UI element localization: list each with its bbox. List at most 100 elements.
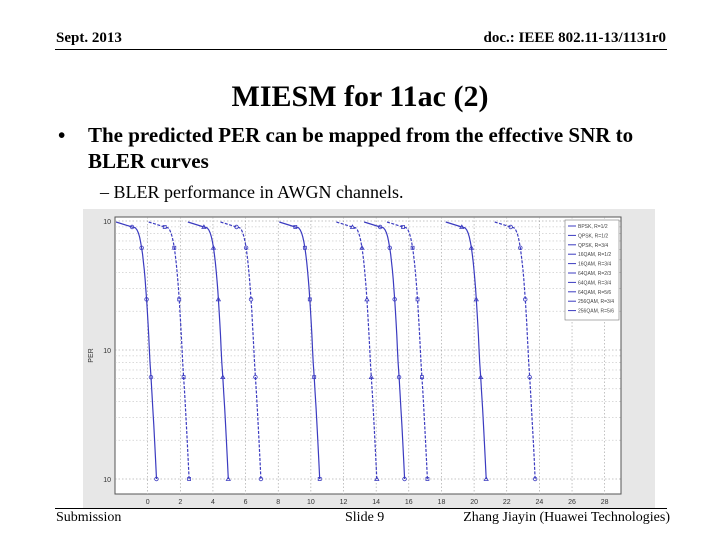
- series-marker: [425, 477, 430, 481]
- x-tick-label: 20: [470, 499, 478, 506]
- bullet-item: • The predicted PER can be mapped from t…: [58, 122, 682, 174]
- legend-label: 64QAM, R=5/6: [578, 290, 611, 296]
- series-marker: [312, 375, 317, 380]
- series-marker: [518, 245, 523, 250]
- series-marker: [468, 244, 475, 250]
- x-tick-label: 22: [503, 499, 511, 506]
- x-tick-label: 26: [568, 499, 576, 506]
- series-marker: [368, 374, 375, 380]
- sub-bullet-text: – BLER performance in AWGN channels.: [100, 182, 404, 202]
- series-marker: [508, 224, 513, 230]
- series-marker: [483, 476, 489, 481]
- series-marker: [253, 374, 258, 380]
- series-marker: [302, 245, 307, 250]
- series-marker: [210, 244, 217, 250]
- series-line: [336, 221, 378, 480]
- series-line: [187, 221, 229, 480]
- series-marker: [410, 245, 415, 250]
- series-marker: [459, 224, 465, 229]
- y-tick-label: 10: [103, 348, 111, 355]
- legend-label: 64QAM, R=3/4: [578, 280, 611, 286]
- legend-label: 256QAM, R=3/4: [578, 299, 614, 305]
- series-marker: [220, 374, 226, 380]
- series-marker: [139, 245, 144, 250]
- series-line: [494, 221, 536, 480]
- series-line: [148, 221, 190, 480]
- y-tick-label: 10: [103, 219, 111, 226]
- series-line: [115, 221, 158, 480]
- series-marker: [415, 297, 420, 302]
- x-tick-label: 24: [535, 499, 543, 506]
- legend-label: 64QAM, R=2/3: [578, 271, 611, 277]
- x-tick-label: 8: [276, 499, 280, 506]
- series-marker: [473, 296, 479, 302]
- header-rule: [55, 49, 667, 50]
- series-marker: [144, 297, 149, 302]
- x-tick-label: 16: [405, 499, 413, 506]
- x-tick-label: 0: [146, 499, 150, 506]
- series-marker: [187, 477, 192, 481]
- series-marker: [201, 224, 207, 229]
- series-marker: [401, 225, 405, 229]
- series-marker: [392, 297, 397, 302]
- footer-rule: [55, 508, 667, 509]
- series-line: [220, 221, 262, 480]
- y-axis-label: PER: [88, 348, 95, 362]
- series-marker: [477, 374, 484, 380]
- x-tick-label: 4: [211, 499, 215, 506]
- series-marker: [154, 476, 159, 482]
- series-marker: [248, 297, 254, 302]
- bullet-text: The predicted PER can be mapped from the…: [88, 123, 634, 173]
- series-marker: [377, 224, 383, 230]
- series-marker: [162, 225, 167, 229]
- series-marker: [364, 296, 370, 302]
- series-marker: [177, 297, 182, 302]
- bullet-mark: •: [58, 123, 66, 147]
- series-marker: [420, 375, 424, 380]
- x-tick-label: 12: [340, 499, 348, 506]
- plot-area: [114, 216, 622, 495]
- x-tick-label: 28: [601, 499, 609, 506]
- series-marker: [523, 297, 528, 302]
- y-tick-label: 10: [103, 477, 111, 484]
- series-marker: [359, 244, 365, 250]
- footer-submission: Submission: [56, 510, 122, 525]
- series-marker: [148, 374, 154, 380]
- series-marker: [243, 245, 249, 250]
- header-date: Sept. 2013: [56, 30, 122, 46]
- series-marker: [225, 476, 231, 481]
- slide-title: MIESM for 11ac (2): [231, 80, 489, 113]
- series-marker: [532, 476, 538, 482]
- legend-label: BPSK, R=1/2: [578, 224, 608, 230]
- x-tick-label: 10: [307, 499, 315, 506]
- series-marker: [387, 245, 392, 250]
- series-marker: [293, 225, 298, 229]
- header-doc-id: doc.: IEEE 802.11-13/1131r0: [483, 30, 666, 46]
- x-tick-label: 6: [244, 499, 248, 506]
- legend-label: 256QAM, R=5/6: [578, 309, 614, 315]
- series-marker: [374, 476, 380, 481]
- series-marker: [181, 375, 186, 380]
- bler-chart-svg: 0246810121416182022242628101010PERSNR (d…: [88, 216, 622, 506]
- series-marker: [129, 224, 135, 230]
- bler-chart: 0246810121416182022242628101010PERSNR (d…: [83, 209, 655, 508]
- x-tick-label: 2: [178, 499, 182, 506]
- series-marker: [307, 297, 312, 302]
- series-line: [386, 221, 428, 480]
- series-marker: [349, 224, 356, 229]
- x-tick-label: 18: [438, 499, 446, 506]
- series-marker: [527, 374, 532, 380]
- series-line: [445, 221, 487, 480]
- series-marker: [402, 476, 407, 482]
- legend-label: 16QAM, R=3/4: [578, 262, 611, 268]
- x-tick-label: 14: [372, 499, 380, 506]
- series-marker: [317, 477, 322, 481]
- series-marker: [258, 476, 264, 482]
- series-marker: [234, 224, 239, 230]
- series-marker: [215, 296, 222, 302]
- footer-author: Zhang Jiayin (Huawei Technologies): [463, 510, 670, 525]
- legend-box: [564, 219, 620, 321]
- legend-label: 16QAM, R=1/2: [578, 252, 611, 258]
- series-marker: [172, 245, 177, 250]
- legend-label: QPSK, R=1/2: [578, 233, 608, 239]
